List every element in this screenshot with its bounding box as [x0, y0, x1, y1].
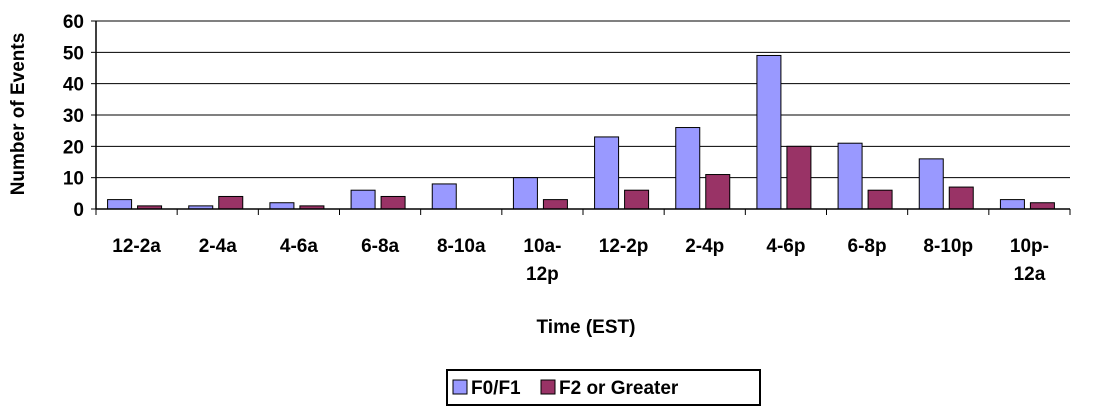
legend: F0/F1 F2 or Greater: [446, 369, 761, 406]
bar-f0-f1: [431, 183, 457, 210]
bar-f2-or-greater: [624, 189, 650, 210]
y-tick-label: 10: [63, 169, 84, 190]
x-tick-label: 4-6p: [766, 236, 805, 257]
y-tick-label: 60: [63, 12, 84, 33]
y-tick-label: 50: [63, 43, 84, 64]
bar-f2-or-greater: [218, 195, 244, 210]
bars: [107, 54, 1055, 210]
x-tick-label: 12-2a: [112, 236, 161, 257]
bar-f2-or-greater: [948, 186, 974, 210]
x-tick-label: 6-8a: [361, 236, 399, 257]
bar-f0-f1: [756, 54, 782, 210]
x-tick-label: 10a-12p: [523, 236, 561, 285]
x-tick-label: 8-10p: [923, 236, 973, 257]
bar-f2-or-greater: [786, 145, 812, 210]
bar-f0-f1: [350, 189, 376, 210]
bar-f2-or-greater: [542, 199, 568, 210]
legend-label-f0-f1: F0/F1: [471, 378, 521, 399]
axes: [95, 21, 1071, 215]
y-tick-label: 40: [63, 75, 84, 96]
x-tick-label: 2-4p: [685, 236, 724, 257]
x-tick-labels: 12-2a 2-4a 4-6a 6-8a 8-10a 10a-12p 12-2p 2-4p 4-…: [112, 236, 1049, 285]
legend-label-f2-or-greater: F2 or Greater: [559, 378, 679, 399]
x-tick-label: 8-10a: [437, 236, 486, 257]
bar-f0-f1: [107, 199, 133, 210]
bar-f0-f1: [594, 136, 620, 210]
bar-f0-f1: [999, 199, 1025, 210]
legend-swatch-f0-f1: [452, 379, 468, 395]
x-tick-label: 10p-12a: [1010, 236, 1049, 285]
bar-f0-f1: [837, 142, 863, 210]
bar-f0-f1: [918, 158, 944, 210]
bar-f0-f1: [675, 127, 701, 210]
x-axis-title: Time (EST): [537, 317, 636, 338]
y-tick-label: 0: [73, 200, 84, 221]
y-axis-title: Number of Events: [8, 33, 29, 196]
x-tick-label: 4-6a: [280, 236, 318, 257]
bar-f2-or-greater: [1029, 202, 1055, 210]
bar-f2-or-greater: [705, 174, 731, 210]
y-tick-label: 30: [63, 106, 84, 127]
x-tick-label: 12-2p: [599, 236, 649, 257]
x-tick-label: 6-8p: [848, 236, 887, 257]
y-tick-labels: 0 10 20 30 40 50 60: [63, 12, 84, 221]
y-tick-label: 20: [63, 137, 84, 158]
x-tick-label: 2-4a: [199, 236, 237, 257]
bar-f0-f1: [512, 177, 538, 210]
gridlines: [91, 20, 1070, 210]
bar-f2-or-greater: [380, 195, 406, 210]
legend-box: [446, 369, 761, 406]
bar-f0-f1: [269, 202, 295, 210]
legend-swatch-f2-or-greater: [540, 379, 556, 395]
bar-f2-or-greater: [867, 189, 893, 210]
